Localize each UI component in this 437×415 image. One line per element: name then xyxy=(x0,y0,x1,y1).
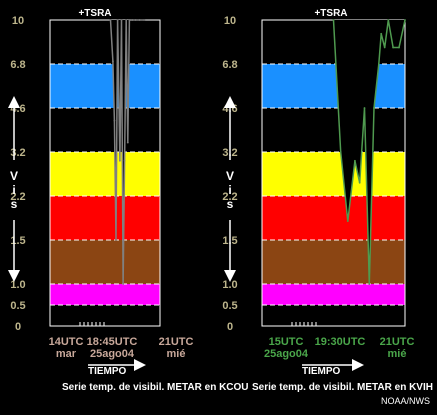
vis-data-point xyxy=(354,159,356,162)
y-tick-label: 0.5 xyxy=(222,300,237,312)
vis-axis-letter: i xyxy=(228,183,231,197)
y-tick-label: 3.2 xyxy=(10,147,25,159)
y-tick-label: 0 xyxy=(15,321,21,333)
tiempo-label: TIEMPO xyxy=(302,366,341,377)
x-time-label: 18:45UTC xyxy=(87,336,138,348)
vis-data-point xyxy=(120,19,123,21)
weather-annotation: +TSRA xyxy=(314,8,347,19)
chart-caption: Serie temp. de visibil. METAR en KVIH xyxy=(252,382,433,393)
vis-data-point xyxy=(346,220,349,223)
vis-band-2.2-3.2 xyxy=(262,152,405,196)
vis-band-4.6-6.8 xyxy=(50,64,160,108)
y-tick-label: 6.8 xyxy=(222,59,237,71)
vis-data-point xyxy=(398,46,400,49)
vis-axis-letter: i xyxy=(12,183,15,197)
x-date-label: mié xyxy=(388,348,407,360)
y-tick-label: 0 xyxy=(227,321,233,333)
vis-band-4.6-6.8 xyxy=(262,64,405,108)
plot-frame xyxy=(49,19,161,327)
vis-band-1.0-1.5 xyxy=(50,240,160,284)
vis-data-point xyxy=(119,159,121,162)
vis-data-point xyxy=(122,283,124,285)
vis-data-point xyxy=(380,32,383,35)
y-tick-label: 2.2 xyxy=(222,191,237,203)
vis-data-point xyxy=(126,141,129,144)
vis-band-0.5-1.0 xyxy=(262,284,405,305)
vis-data-point xyxy=(128,19,131,21)
x-date-label: mar xyxy=(56,348,77,360)
x-time-label: 15UTC xyxy=(269,336,304,348)
x-time-label: 21UTC xyxy=(159,336,194,348)
vis-data-point xyxy=(387,19,390,21)
vis-band-0.5-1.0 xyxy=(50,284,160,305)
obscured-area xyxy=(333,20,405,284)
vis-axis-letter: s xyxy=(11,197,18,211)
vis-data-point xyxy=(116,19,119,21)
vis-data-point xyxy=(373,107,375,109)
y-tick-label: 1.5 xyxy=(10,235,25,247)
vis-data-point xyxy=(115,239,117,241)
vis-band-1.0-1.5 xyxy=(262,240,405,284)
vis-data-point xyxy=(113,119,116,122)
vis-data-point xyxy=(131,19,134,21)
chart-panel-2: 00.51.01.52.23.24.66.810+TSRAVis15UTC25a… xyxy=(222,8,433,393)
y-tick-label: 1.0 xyxy=(222,279,237,291)
vis-data-point xyxy=(363,107,366,109)
credit-label: NOAA/NWS xyxy=(381,396,430,406)
y-tick-label: 0.5 xyxy=(10,300,25,312)
x-time-label: 21UTC xyxy=(380,336,415,348)
x-time-label: 14UTC xyxy=(49,336,84,348)
vis-data-point xyxy=(358,181,361,184)
vis-data-point xyxy=(138,19,141,21)
vis-data-point xyxy=(112,60,114,63)
vis-data-point xyxy=(339,151,342,153)
y-tick-label: 4.6 xyxy=(10,103,25,115)
tiempo-label: TIEMPO xyxy=(88,366,127,377)
y-tick-label: 10 xyxy=(12,15,24,27)
vis-data-point xyxy=(134,19,137,21)
vis-data-point xyxy=(377,63,380,65)
vis-axis-letter: V xyxy=(10,169,18,183)
x-date-label: 25ago04 xyxy=(90,348,135,360)
vis-data-point xyxy=(332,19,335,21)
vis-data-point xyxy=(109,19,112,21)
vis-band-1.5-2.2 xyxy=(50,196,160,240)
vis-data-point xyxy=(123,159,126,162)
chart-caption: Serie temp. de visibil. METAR en KCOU xyxy=(62,382,249,393)
y-tick-label: 2.2 xyxy=(10,191,25,203)
vis-band-2.2-3.2 xyxy=(50,152,160,196)
x-date-label: mié xyxy=(167,348,186,360)
y-tick-label: 1.0 xyxy=(10,279,25,291)
x-date-label: 25ago04 xyxy=(264,348,309,360)
y-tick-label: 10 xyxy=(224,15,236,27)
vis-data-point xyxy=(392,46,394,49)
weather-annotation: +TSRA xyxy=(78,8,111,19)
vis-data-point xyxy=(125,19,128,21)
vis-data-point xyxy=(404,19,406,21)
y-tick-label: 6.8 xyxy=(10,59,25,71)
vis-axis-letter: V xyxy=(226,169,234,183)
vis-data-point xyxy=(383,46,386,49)
vis-band-1.5-2.2 xyxy=(262,196,405,240)
vis-data-point xyxy=(130,19,132,21)
x-time-label: 19:30UTC xyxy=(315,336,366,348)
vis-axis-letter: s xyxy=(227,197,234,211)
vis-data-point xyxy=(143,19,146,21)
vis-data-point xyxy=(368,283,371,285)
